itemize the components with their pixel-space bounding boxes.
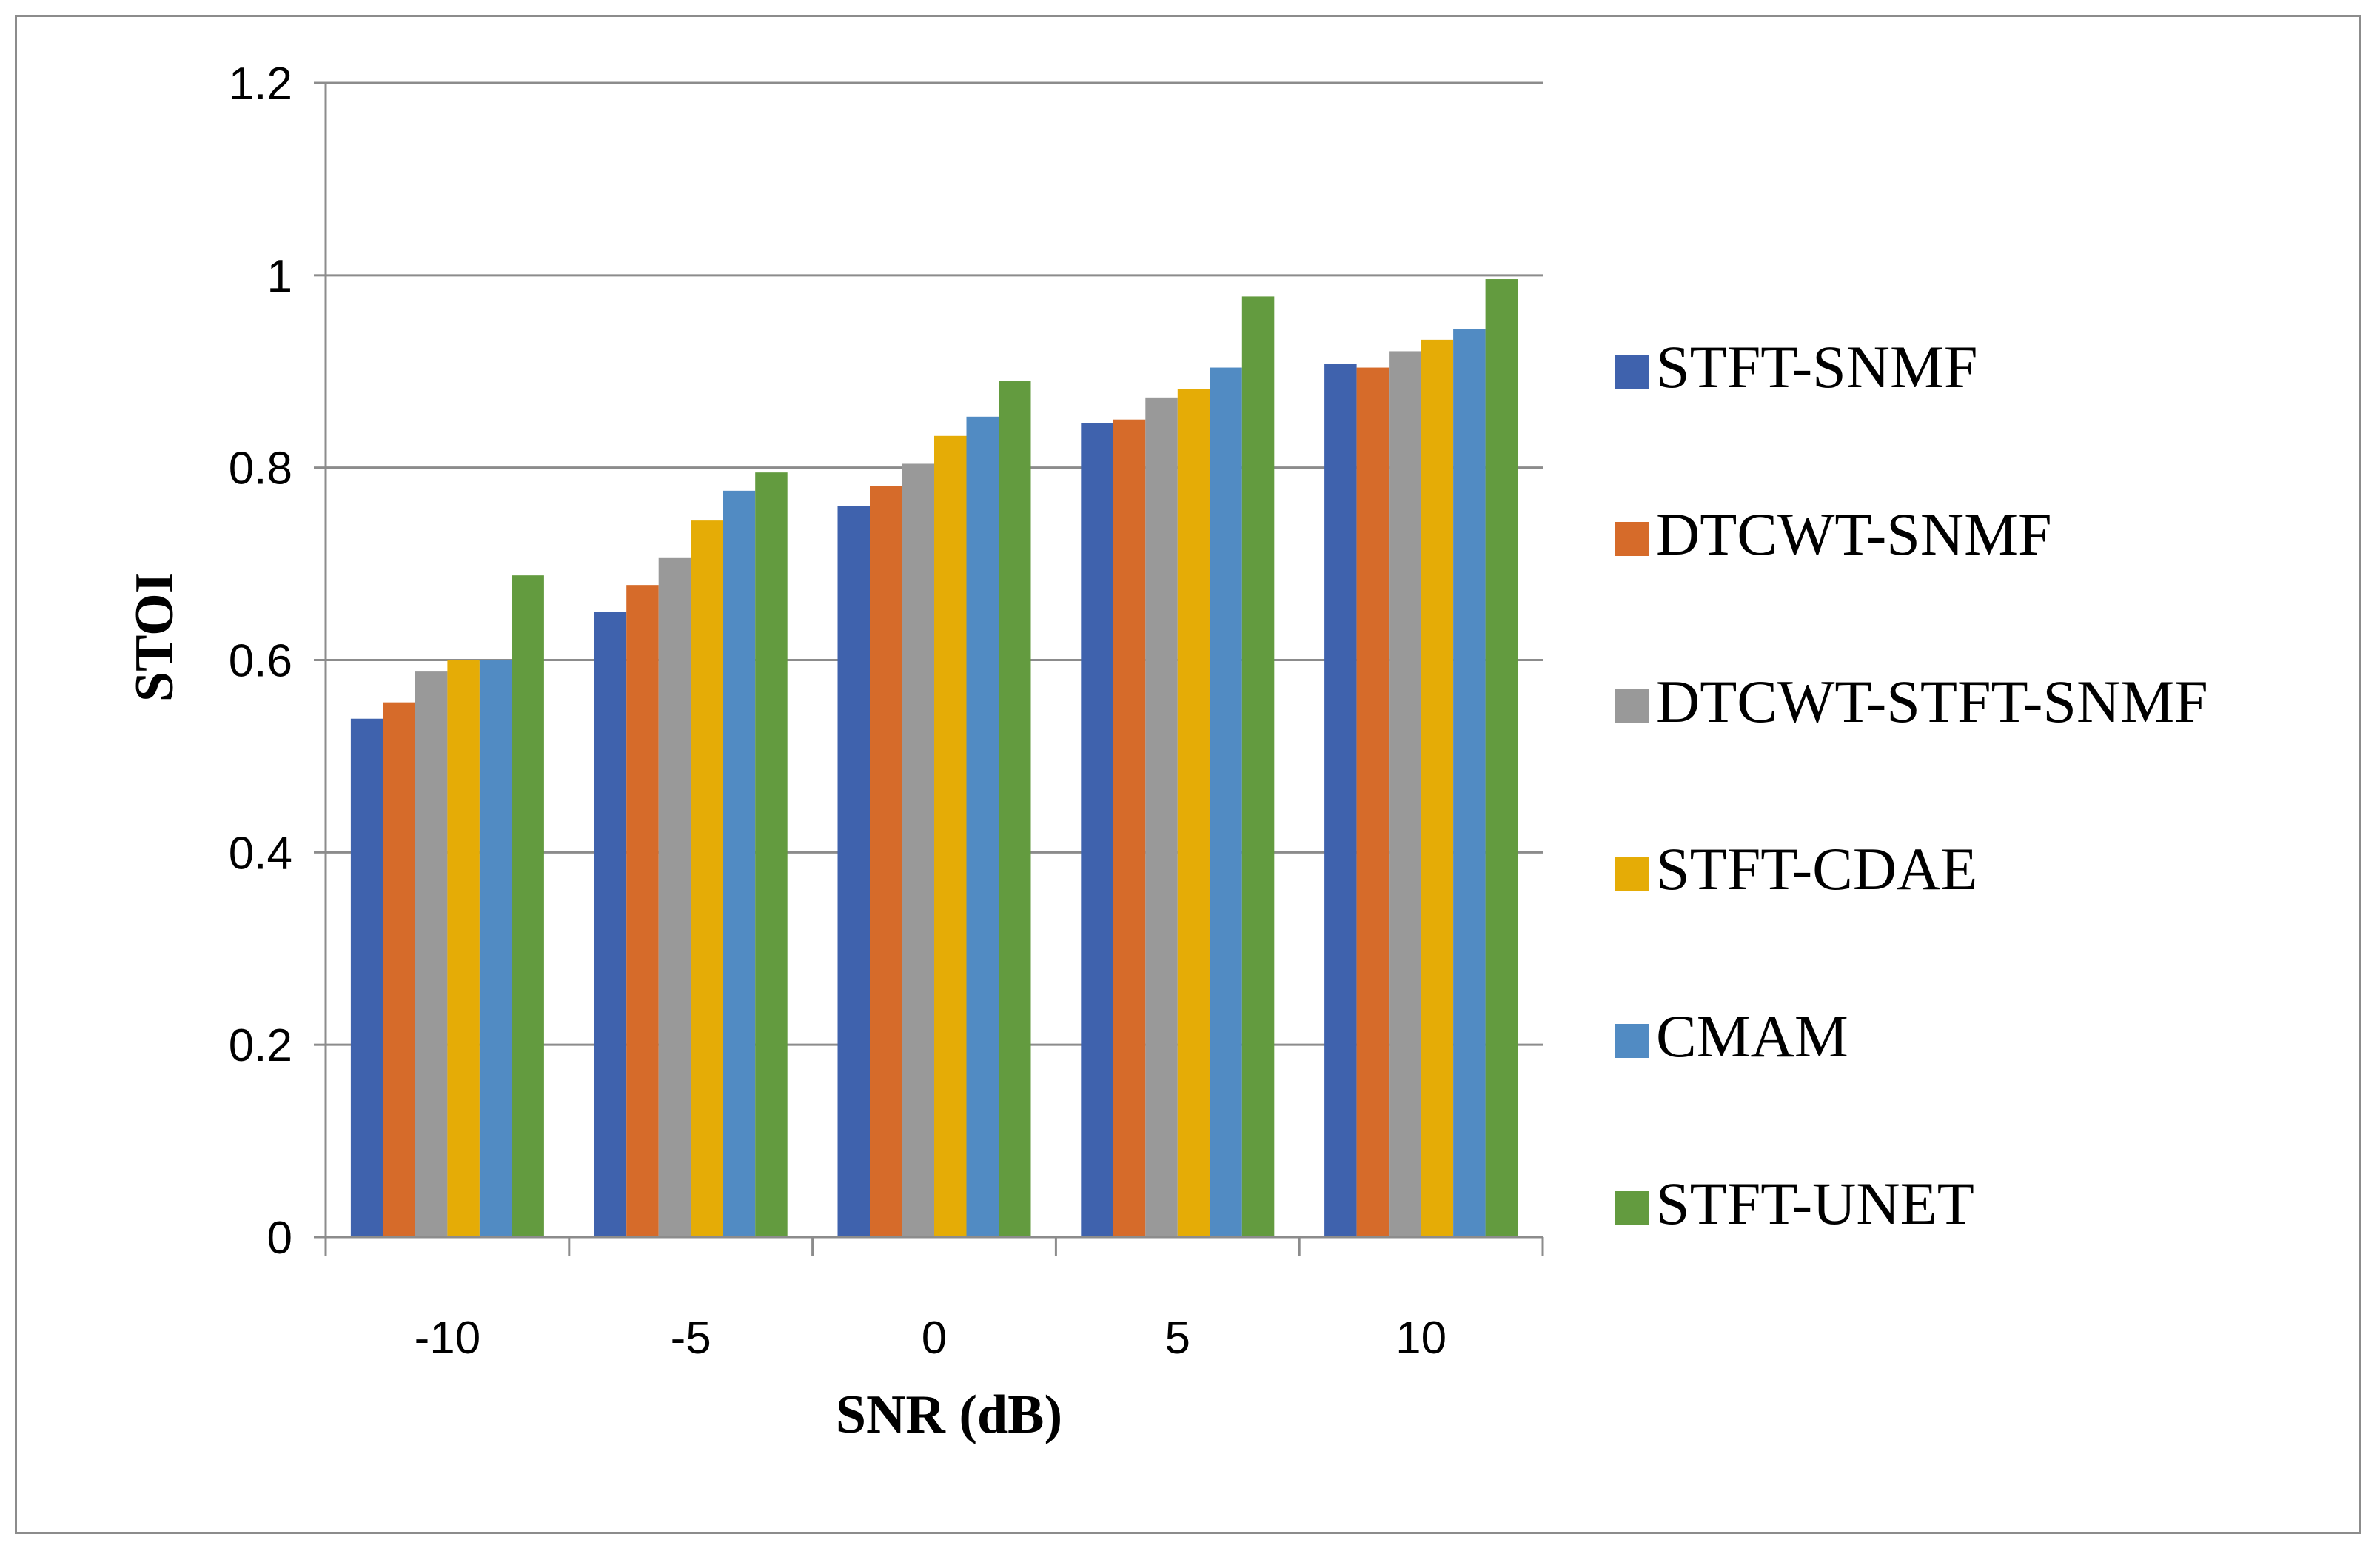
legend-swatch [1615, 689, 1649, 723]
bars [350, 279, 1518, 1238]
y-axis-title: STOI [124, 572, 185, 703]
legend-item-stft-unet: STFT-UNET [1615, 1170, 1974, 1237]
bar-stft-cdae-snr--5 [691, 520, 723, 1237]
x-axis-title: SNR (dB) [836, 1384, 1062, 1445]
legend-label: STFT-UNET [1656, 1170, 1974, 1237]
bar-stft-snmf-snr-5 [1081, 423, 1113, 1237]
bar-dtcwt-snmf-snr-5 [1113, 419, 1146, 1238]
legend-label: DTCWT-STFT-SNMF [1656, 668, 2208, 735]
bar-cmam-snr--10 [479, 660, 512, 1237]
legend-item-dtcwt-snmf: DTCWT-SNMF [1615, 500, 2052, 568]
bar-stft-cdae-snr-10 [1421, 339, 1454, 1238]
y-tick-label: 0.6 [229, 636, 292, 687]
bar-cmam-snr-10 [1453, 329, 1486, 1237]
bar-stft-snmf-snr--10 [350, 718, 383, 1237]
bar-stft-cdae-snr--10 [447, 660, 480, 1237]
y-tick-label: 0.2 [229, 1020, 292, 1071]
legend-item-stft-cdae: STFT-CDAE [1615, 835, 1977, 902]
bar-cmam-snr--5 [723, 490, 756, 1237]
y-tick-label: 0 [267, 1213, 292, 1264]
bar-stft-snmf-snr-10 [1324, 364, 1357, 1237]
chart-svg: 0 0.2 0.4 0.6 0.8 1 1.2 -10 -5 0 5 10 SNR (dB) STO… [124, 58, 2208, 1445]
legend-label: STFT-CDAE [1656, 835, 1977, 902]
legend-item-stft-snmf: STFT-SNMF [1615, 333, 1978, 401]
bar-stft-unet-snr--10 [512, 575, 544, 1237]
y-tick-label: 0.8 [229, 443, 292, 495]
bar-stft-snmf-snr--5 [594, 612, 627, 1237]
bar-stft-unet-snr-5 [1241, 296, 1275, 1237]
bar-dtcwt-snmf-snr-10 [1356, 367, 1390, 1237]
bar-dtcwt-stft-snmf-snr--5 [658, 557, 691, 1237]
x-tick-label: -5 [671, 1313, 711, 1364]
bar-dtcwt-stft-snmf-snr--10 [415, 671, 448, 1237]
y-tick-labels: 0 0.2 0.4 0.6 0.8 1 1.2 [229, 58, 292, 1264]
bar-cmam-snr-5 [1210, 367, 1242, 1237]
y-tick-label: 1 [267, 251, 292, 302]
chart-frame: 0 0.2 0.4 0.6 0.8 1 1.2 -10 -5 0 5 10 SNR (dB) STO… [15, 15, 2361, 1534]
legend-swatch [1615, 522, 1649, 556]
legend-swatch [1615, 1191, 1649, 1225]
bar-dtcwt-stft-snmf-snr-10 [1389, 351, 1421, 1237]
bar-stft-cdae-snr-0 [934, 435, 967, 1237]
legend-label: STFT-SNMF [1656, 333, 1978, 401]
legend-label: CMAM [1656, 1002, 1848, 1070]
bar-dtcwt-stft-snmf-snr-5 [1145, 397, 1178, 1237]
legend: STFT-SNMF DTCWT-SNMF DTCWT-STFT-SNMF STFT-C… [1615, 333, 2208, 1237]
bar-stft-unet-snr--5 [755, 472, 788, 1237]
y-tick-label: 0.4 [229, 828, 292, 879]
x-tick-label: -10 [415, 1313, 481, 1364]
x-tick-label: 0 [922, 1313, 947, 1364]
bar-stft-cdae-snr-5 [1177, 389, 1210, 1237]
axes [314, 81, 1544, 1256]
x-tick-labels: -10 -5 0 5 10 [415, 1313, 1447, 1364]
bar-cmam-snr-0 [966, 416, 999, 1238]
bar-dtcwt-stft-snmf-snr-0 [902, 463, 934, 1237]
bar-dtcwt-snmf-snr--5 [626, 585, 659, 1237]
legend-swatch [1615, 355, 1649, 389]
bar-stft-snmf-snr-0 [837, 506, 870, 1237]
x-tick-label: 10 [1395, 1313, 1447, 1364]
bar-dtcwt-snmf-snr-0 [870, 486, 902, 1237]
bar-stft-unet-snr-10 [1485, 279, 1518, 1237]
x-tick-label: 5 [1165, 1313, 1190, 1364]
legend-swatch [1615, 857, 1649, 891]
legend-label: DTCWT-SNMF [1656, 500, 2052, 568]
bar-stft-unet-snr-0 [999, 381, 1031, 1237]
y-tick-label: 1.2 [229, 58, 292, 110]
legend-item-cmam: CMAM [1615, 1002, 1848, 1070]
legend-item-dtcwt-stft-snmf: DTCWT-STFT-SNMF [1615, 668, 2208, 735]
bar-dtcwt-snmf-snr--10 [383, 702, 415, 1237]
legend-swatch [1615, 1024, 1649, 1058]
